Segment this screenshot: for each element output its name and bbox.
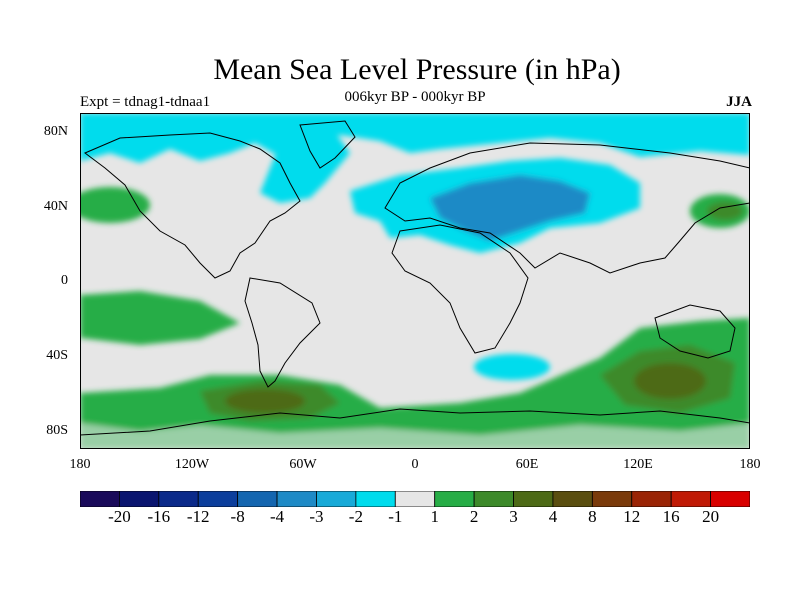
colorbar-label: -1	[388, 507, 403, 526]
anomaly-southern-peak	[225, 389, 305, 413]
colorbar-label: 8	[588, 507, 597, 526]
anomaly-greenland-low	[260, 125, 350, 203]
chart-title: Mean Sea Level Pressure (in hPa)	[213, 53, 621, 86]
coast-greenland	[299, 120, 356, 169]
x-tick-label: 0	[411, 457, 419, 472]
x-tick-label: 120W	[174, 457, 210, 472]
y-tick-label: 0	[61, 273, 68, 288]
coast-antarctica	[80, 408, 750, 436]
coastlines	[80, 120, 750, 436]
colorbar-label: -8	[230, 507, 245, 526]
y-tick-label: 80N	[43, 124, 68, 139]
colorbar-swatch	[80, 491, 120, 507]
colorbar-swatch	[473, 491, 514, 507]
colorbar-label: -16	[147, 507, 171, 526]
anomaly-spacific-high	[80, 291, 240, 345]
map-plot	[80, 113, 750, 449]
season-label: JJA	[726, 94, 752, 110]
colorbar-swatch	[670, 491, 711, 507]
colorbar-swatch	[355, 491, 396, 507]
x-tick-label: 180	[69, 457, 91, 472]
colorbar-swatch	[434, 491, 475, 507]
x-tick-label: 60E	[515, 457, 539, 472]
colorbar-swatch	[197, 491, 239, 507]
colorbar-swatch	[119, 491, 160, 507]
map-frame	[80, 113, 750, 449]
x-tick-label: 120E	[623, 457, 653, 472]
coast-africa	[391, 224, 529, 354]
colorbar	[80, 491, 750, 507]
colorbar-label: -20	[108, 507, 131, 526]
chart-subtitle: 006kyr BP - 000kyr BP	[344, 89, 486, 105]
coast-south-america	[244, 277, 321, 388]
colorbar-label: -3	[309, 507, 324, 526]
anomaly-sindian-peak	[634, 363, 706, 399]
anomaly-south-indian-low	[474, 354, 550, 380]
y-tick-label: 40S	[46, 348, 68, 363]
colorbar-label: 3	[509, 507, 518, 526]
colorbar-label: -12	[186, 507, 210, 526]
experiment-label: Expt = tdnag1-tdnaa1	[80, 94, 211, 110]
colorbar-swatch	[631, 491, 672, 507]
colorbar-swatch	[513, 491, 554, 507]
colorbar-swatch	[552, 491, 593, 507]
colorbar-swatch	[158, 491, 199, 507]
colorbar-label: -4	[269, 507, 285, 526]
colorbar-swatch	[710, 491, 750, 507]
colorbar-label: 1	[430, 507, 439, 526]
y-tick-label: 40N	[43, 199, 68, 214]
coast-australia	[654, 304, 736, 359]
anomaly-nepacific-high	[80, 187, 150, 223]
coast-north-america	[84, 132, 301, 279]
x-tick-label: 60W	[289, 457, 317, 472]
anomaly-antarctic-mixed	[80, 423, 750, 449]
anomaly-npacific-core	[707, 202, 743, 220]
colorbar-label: 2	[469, 507, 479, 526]
colorbar-label: 4	[548, 507, 558, 526]
colorbar-label: 20	[702, 507, 720, 526]
x-tick-label: 180	[739, 457, 761, 472]
colorbar-label: -2	[348, 507, 363, 526]
anomaly-arctic-low	[80, 113, 750, 163]
y-tick-label: 80S	[46, 423, 68, 438]
anomaly-eurasia-core	[430, 175, 590, 241]
colorbar-label: 16	[662, 507, 680, 526]
colorbar-swatch	[276, 491, 317, 507]
colorbar-swatch	[591, 491, 633, 507]
colorbar-swatch	[237, 491, 278, 507]
colorbar-swatch	[316, 491, 357, 507]
colorbar-swatch	[394, 491, 436, 507]
coast-europe-asia	[384, 142, 750, 274]
colorbar-label: 12	[623, 507, 641, 526]
